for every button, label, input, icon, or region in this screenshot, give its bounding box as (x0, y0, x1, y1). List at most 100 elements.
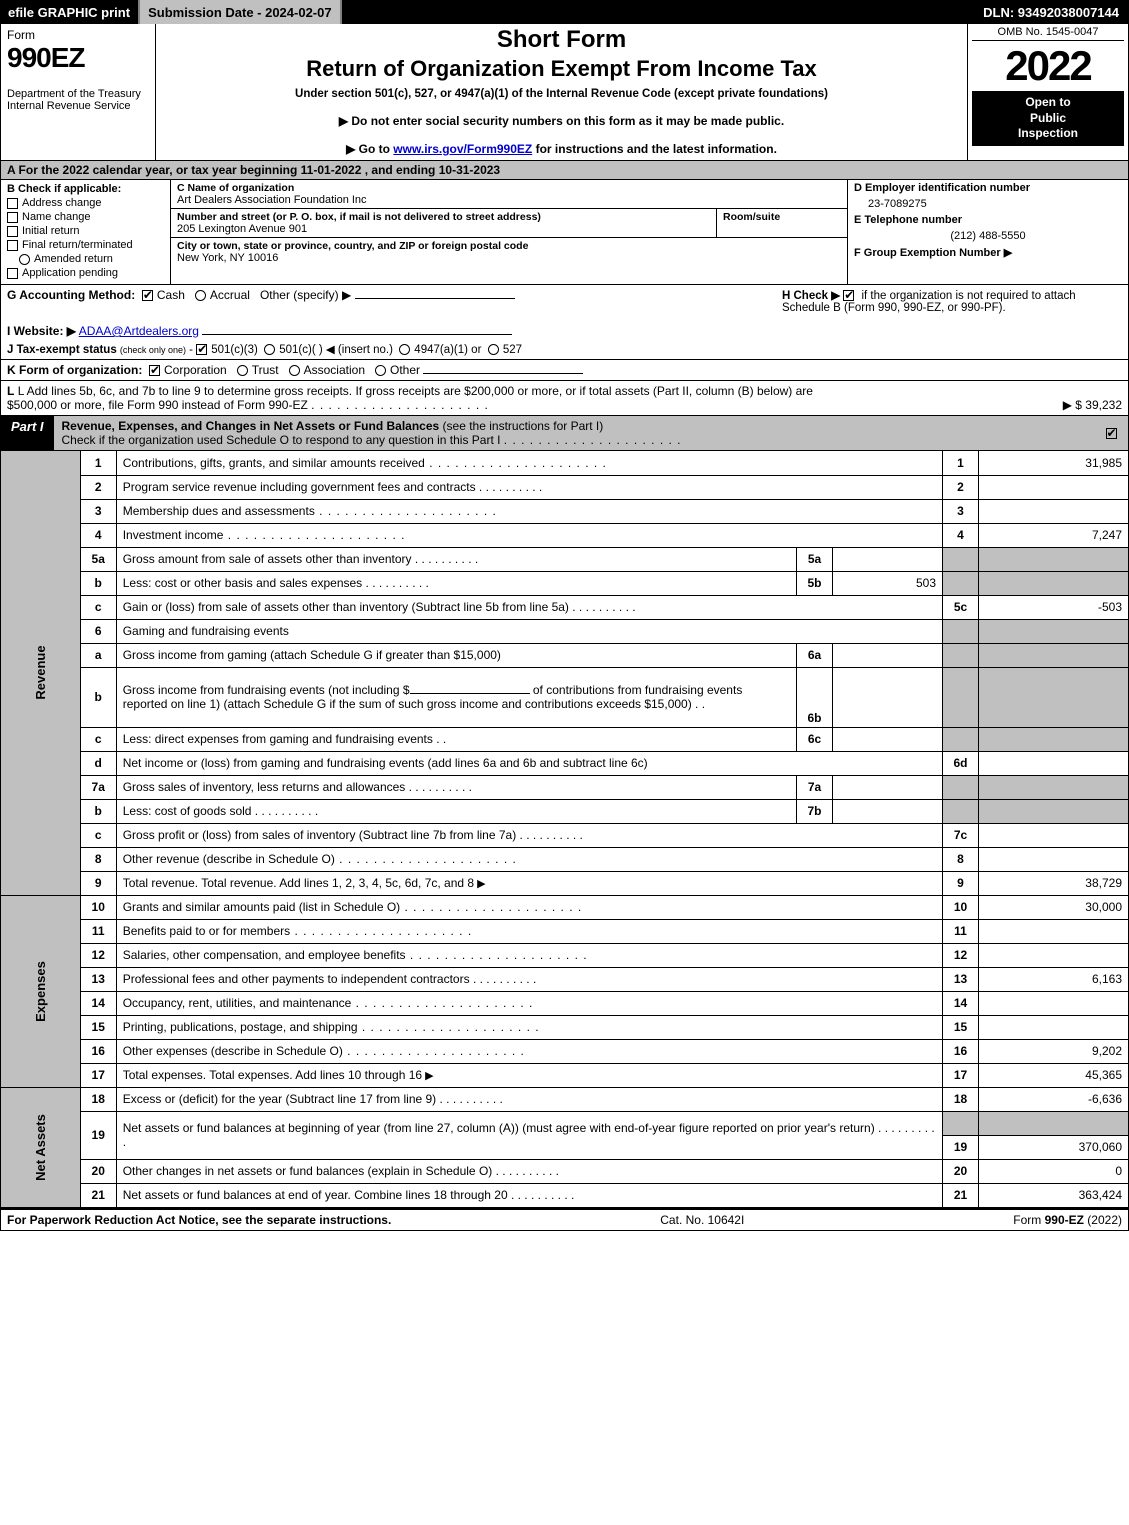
grey-cell (943, 799, 979, 823)
k-corp: Corporation (164, 363, 227, 377)
num: 1 (943, 451, 979, 475)
amount (979, 847, 1129, 871)
spacer (342, 0, 976, 24)
desc: Less: direct expenses from gaming and fu… (116, 727, 796, 751)
inner-value (833, 547, 943, 571)
cb-corp[interactable] (149, 365, 160, 376)
cb-initial-label: Initial return (22, 225, 79, 237)
desc: Occupancy, rent, utilities, and maintena… (116, 991, 942, 1015)
c-name-label: C Name of organization (177, 182, 841, 194)
amount: 0 (979, 1159, 1129, 1183)
instruction-1: ▶ Do not enter social security numbers o… (164, 114, 959, 128)
table-row: a Gross income from gaming (attach Sched… (1, 643, 1129, 667)
desc: Gross amount from sale of assets other t… (116, 547, 796, 571)
cb-part1[interactable] (1106, 428, 1117, 439)
k-other: Other (390, 363, 420, 377)
line-h: H Check ▶ if the organization is not req… (782, 288, 1122, 314)
grey-cell (979, 799, 1129, 823)
efile-button[interactable]: efile GRAPHIC print (0, 0, 140, 24)
cb-initial[interactable] (7, 226, 18, 237)
table-row: 11 Benefits paid to or for members 11 (1, 919, 1129, 943)
cb-h[interactable] (843, 290, 854, 301)
cb-other[interactable] (375, 365, 386, 376)
desc: Gaming and fundraising events (116, 619, 942, 643)
g-other: Other (specify) ▶ (260, 288, 351, 302)
ln: 2 (80, 475, 116, 499)
table-row: b Less: cost or other basis and sales ex… (1, 571, 1129, 595)
amount: 7,247 (979, 523, 1129, 547)
cb-pending[interactable] (7, 268, 18, 279)
table-row: 7a Gross sales of inventory, less return… (1, 775, 1129, 799)
ln: 9 (80, 871, 116, 895)
website-link[interactable]: ADAA@Artdealers.org (79, 324, 199, 338)
top-bar: efile GRAPHIC print Submission Date - 20… (0, 0, 1129, 24)
cb-address[interactable] (7, 198, 18, 209)
ln: 8 (80, 847, 116, 871)
num: 14 (943, 991, 979, 1015)
desc: Total expenses. Total expenses. Add line… (116, 1063, 942, 1087)
cb-trust[interactable] (237, 365, 248, 376)
ln: 21 (80, 1183, 116, 1207)
cb-501c[interactable] (264, 344, 275, 355)
c-city-label: City or town, state or province, country… (177, 240, 841, 252)
desc: Gross income from gaming (attach Schedul… (116, 643, 796, 667)
num: 19 (943, 1135, 979, 1159)
cb-final[interactable] (7, 240, 18, 251)
desc: Gross income from fundraising events (no… (116, 667, 796, 727)
desc: Program service revenue including govern… (116, 475, 942, 499)
instruction-2: ▶ Go to www.irs.gov/Form990EZ for instru… (164, 142, 959, 156)
ln: 5a (80, 547, 116, 571)
submission-date: Submission Date - 2024-02-07 (140, 0, 342, 24)
cb-cash[interactable] (142, 290, 153, 301)
cb-name[interactable] (7, 212, 18, 223)
cb-527[interactable] (488, 344, 499, 355)
cb-501c3[interactable] (196, 344, 207, 355)
k-trust: Trust (252, 363, 279, 377)
c-street-label: Number and street (or P. O. box, if mail… (177, 211, 710, 223)
table-row: 8 Other revenue (describe in Schedule O)… (1, 847, 1129, 871)
table-row: 5a Gross amount from sale of assets othe… (1, 547, 1129, 571)
table-row: 6 Gaming and fundraising events (1, 619, 1129, 643)
desc: Gain or (loss) from sale of assets other… (116, 595, 942, 619)
ln: 4 (80, 523, 116, 547)
irs-link[interactable]: www.irs.gov/Form990EZ (393, 142, 532, 156)
ln: a (80, 643, 116, 667)
num: 18 (943, 1087, 979, 1111)
cb-assoc[interactable] (289, 365, 300, 376)
inner-label: 6c (797, 727, 833, 751)
amount: 363,424 (979, 1183, 1129, 1207)
table-row: Revenue 1 Contributions, gifts, grants, … (1, 451, 1129, 475)
cb-amended-label: Amended return (34, 253, 113, 265)
ln: 19 (80, 1111, 116, 1159)
h-label: H Check ▶ (782, 290, 840, 302)
num: 15 (943, 1015, 979, 1039)
ln: 20 (80, 1159, 116, 1183)
grey-cell (943, 727, 979, 751)
amount (979, 475, 1129, 499)
ln: 16 (80, 1039, 116, 1063)
num: 20 (943, 1159, 979, 1183)
cb-accrual[interactable] (195, 290, 206, 301)
cb-amended[interactable] (19, 254, 30, 265)
table-row: c Gross profit or (loss) from sales of i… (1, 823, 1129, 847)
line-a: A For the 2022 calendar year, or tax yea… (0, 161, 1129, 180)
amount: -503 (979, 595, 1129, 619)
amount: -6,636 (979, 1087, 1129, 1111)
num: 5c (943, 595, 979, 619)
line-g-h: H Check ▶ if the organization is not req… (0, 285, 1129, 360)
table-row: d Net income or (loss) from gaming and f… (1, 751, 1129, 775)
part-1-title: Revenue, Expenses, and Changes in Net As… (62, 419, 440, 433)
cb-final-label: Final return/terminated (22, 239, 133, 251)
ln: 12 (80, 943, 116, 967)
ln: b (80, 571, 116, 595)
inner-value (833, 667, 943, 727)
cb-4947[interactable] (399, 344, 410, 355)
part-1-note: (see the instructions for Part I) (443, 419, 604, 433)
table-row: c Less: direct expenses from gaming and … (1, 727, 1129, 751)
grey-cell (979, 643, 1129, 667)
org-street: 205 Lexington Avenue 901 (177, 223, 710, 235)
phone-value: (212) 488-5550 (848, 228, 1128, 244)
inner-label: 6a (797, 643, 833, 667)
num: 11 (943, 919, 979, 943)
tax-year: 2022 (972, 45, 1124, 87)
